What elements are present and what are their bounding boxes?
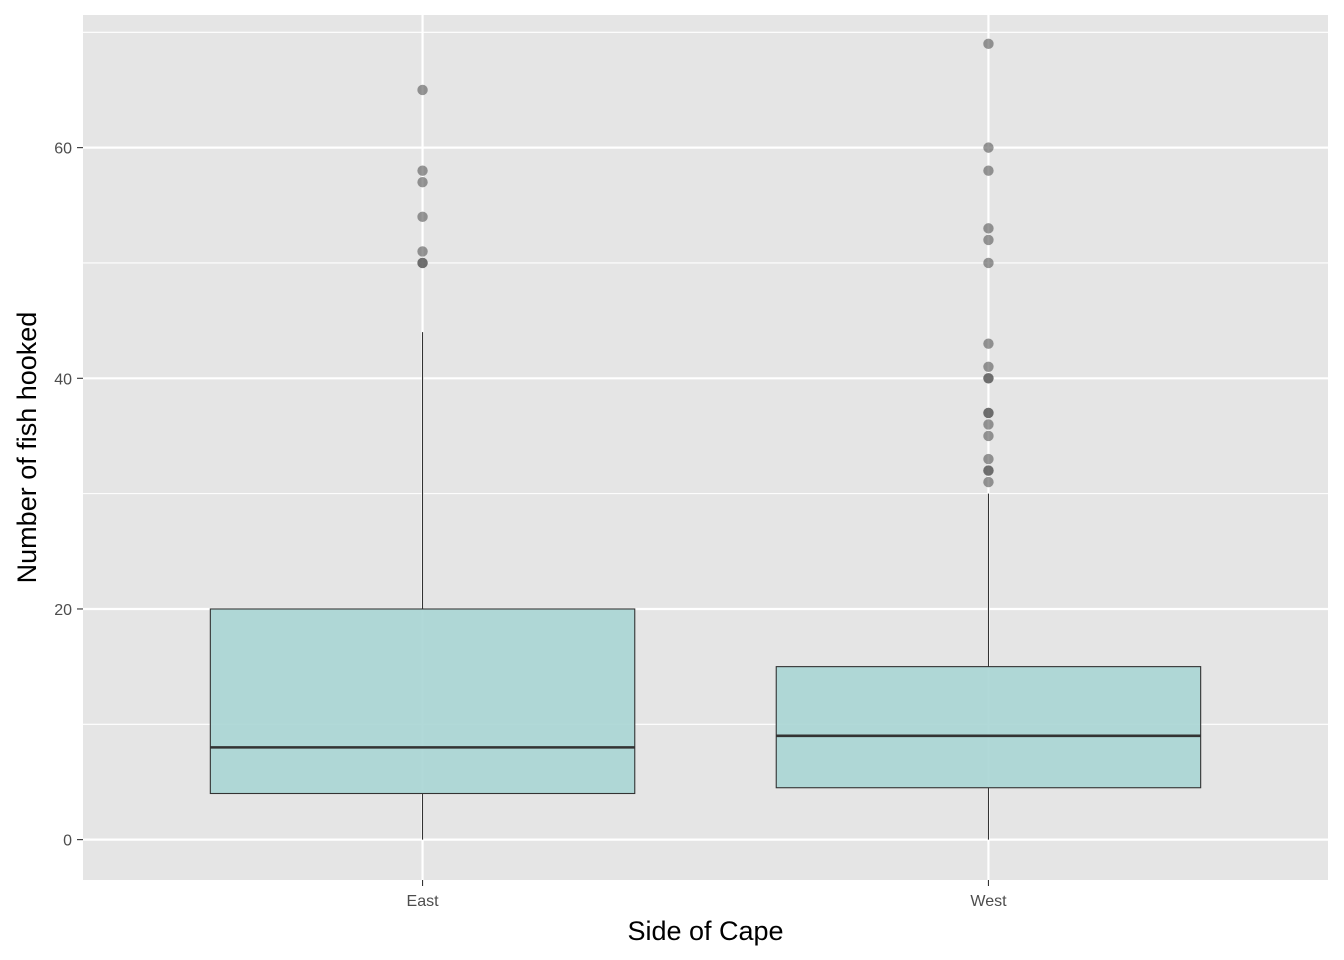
y-tick-label: 20 <box>54 602 72 619</box>
outlier-point <box>417 84 428 96</box>
outlier-point <box>983 142 994 153</box>
outlier-point <box>417 211 428 223</box>
box-iqr <box>775 666 1202 789</box>
outlier-point <box>983 465 994 476</box>
outlier-point <box>417 165 428 176</box>
outlier-point <box>983 38 994 50</box>
outlier-point <box>983 407 994 419</box>
outlier-point <box>983 361 994 372</box>
outlier-point <box>417 257 428 269</box>
outlier-point <box>983 165 994 176</box>
boxes-layer <box>209 38 1202 840</box>
outlier-point <box>417 177 428 188</box>
x-tick-label: West <box>970 893 1007 910</box>
outlier-point <box>983 338 994 349</box>
box-west <box>775 38 1202 840</box>
outlier-point <box>983 234 994 246</box>
outlier-point <box>983 476 994 488</box>
y-axis-title: Number of fish hooked <box>12 312 42 584</box>
outlier-point <box>983 257 994 269</box>
outlier-point <box>983 453 994 465</box>
outlier-point <box>417 246 428 257</box>
outlier-point <box>983 419 994 430</box>
x-tick-label: East <box>407 893 440 910</box>
y-tick-label: 40 <box>54 371 72 388</box>
y-tick-label: 60 <box>54 141 72 158</box>
x-axis-title: Side of Cape <box>627 916 783 946</box>
outlier-point <box>983 223 994 234</box>
outlier-point <box>983 430 994 442</box>
outlier-point <box>983 373 994 384</box>
y-tick-label: 0 <box>63 833 72 850</box>
box-east <box>209 84 636 840</box>
box-iqr <box>209 608 636 795</box>
axes-layer: 0 20 40 60 East West <box>54 141 1007 910</box>
